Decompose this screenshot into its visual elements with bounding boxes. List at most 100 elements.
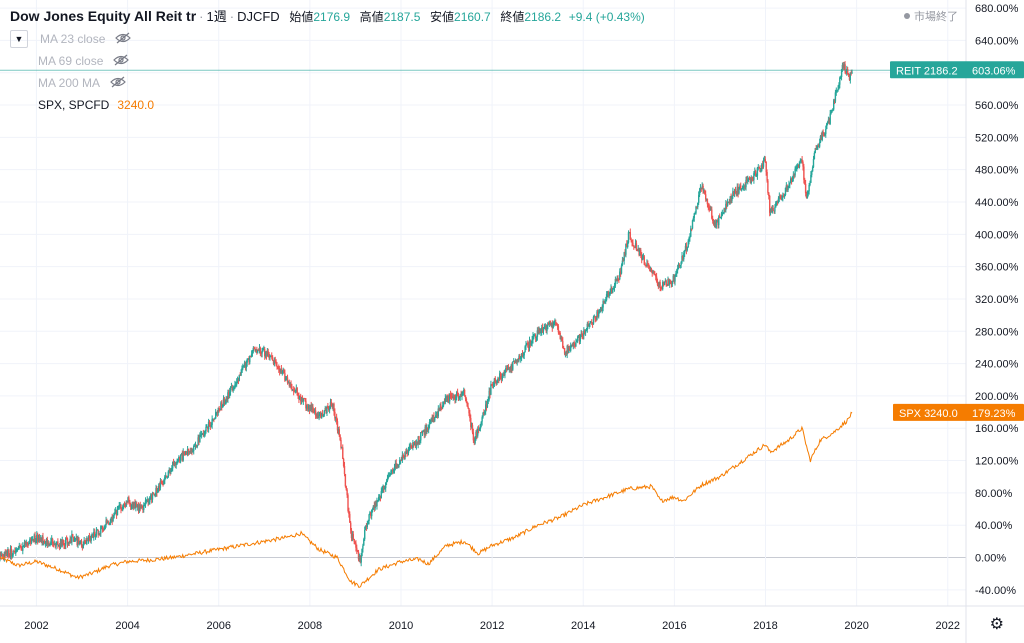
reit-candle — [442, 405, 444, 408]
open-label: 始値 — [289, 10, 314, 24]
reit-candle — [245, 362, 247, 368]
legend-row-spx[interactable]: SPX, SPCFD 3240.0 — [10, 94, 154, 116]
reit-candle — [842, 64, 844, 68]
reit-candle — [196, 445, 198, 448]
reit-candle — [425, 426, 427, 432]
reit-candle — [103, 529, 105, 531]
reit-candle — [33, 535, 35, 542]
reit-candle — [98, 533, 100, 535]
reit-candle — [672, 275, 674, 281]
reit-candle — [296, 388, 298, 395]
hidden-eye-icon[interactable] — [110, 76, 126, 91]
ma23-label[interactable]: MA 23 close — [40, 32, 106, 46]
reit-candle — [830, 112, 832, 114]
y-tick-label: 440.00% — [975, 197, 1019, 209]
reit-candle — [364, 526, 367, 531]
reit-candle — [527, 344, 530, 348]
reit-candle — [649, 267, 652, 269]
x-tick-label: 2014 — [571, 620, 595, 632]
reit-candle — [34, 535, 36, 543]
reit-candle — [792, 174, 795, 179]
svg-text:179.23%: 179.23% — [972, 408, 1016, 420]
hidden-eye-icon[interactable] — [115, 32, 132, 47]
reit-candle — [211, 419, 213, 425]
reit-candle — [367, 521, 369, 524]
ma69-label[interactable]: MA 69 close — [38, 54, 104, 68]
legend-row-ma23[interactable]: ▼ MA 23 close — [10, 28, 154, 50]
reit-candle — [78, 538, 80, 545]
reit-candle — [637, 248, 639, 251]
reit-candle — [80, 540, 82, 544]
reit-candle — [831, 109, 833, 113]
grid — [0, 0, 966, 606]
reit-candle — [747, 178, 750, 180]
reit-candle — [208, 421, 211, 426]
reit-candle — [620, 265, 623, 274]
settings-gear-icon[interactable]: ⚙ — [989, 616, 1004, 633]
reit-candle — [686, 247, 688, 251]
reit-candle — [129, 500, 131, 504]
reit-candle — [9, 549, 12, 557]
reit-candle — [192, 450, 194, 452]
reit-candle — [329, 402, 332, 407]
reit-candle — [254, 348, 256, 351]
reit-candle — [439, 405, 441, 411]
reit-candle — [207, 421, 210, 429]
reit-candle — [554, 322, 556, 324]
reit-candle — [217, 408, 219, 413]
reit-candle — [209, 425, 212, 427]
reit-candle — [843, 64, 845, 68]
reit-candle — [572, 342, 574, 347]
reit-candle — [369, 512, 371, 515]
reit-candle — [219, 409, 221, 411]
reit-candle — [325, 407, 327, 413]
reit-candle — [341, 447, 343, 449]
reit-candle — [465, 398, 468, 403]
reit-candle — [414, 444, 417, 446]
reit-candle — [19, 545, 21, 547]
open-value: 2176.9 — [313, 10, 351, 24]
reit-candle — [683, 250, 686, 254]
reit-candle — [537, 330, 539, 334]
reit-candle — [719, 216, 721, 218]
interval[interactable]: 1週 — [206, 9, 227, 24]
reit-candle — [143, 504, 145, 510]
reit-candle — [725, 203, 727, 210]
reit-candle — [520, 353, 523, 358]
reit-candle — [726, 203, 728, 206]
reit-candle — [566, 346, 568, 355]
reit-candle — [358, 556, 361, 560]
high-label: 高値 — [359, 10, 384, 24]
reit-candle — [43, 540, 45, 544]
reit-candle — [413, 444, 416, 446]
reit-candle — [543, 327, 546, 329]
reit-candle — [480, 421, 482, 425]
collapse-legend-icon[interactable]: ▼ — [10, 30, 28, 48]
reit-candle — [508, 368, 510, 370]
reit-candle — [836, 90, 838, 92]
reit-candle — [312, 406, 314, 412]
reit-candle — [828, 119, 830, 124]
reit-candle — [337, 429, 340, 431]
reit-candle — [557, 326, 560, 333]
reit-candle — [374, 502, 376, 509]
reit-candle — [847, 69, 849, 74]
spx-legend-label[interactable]: SPX, SPCFD — [38, 98, 110, 112]
hidden-eye-icon[interactable] — [113, 54, 130, 69]
reit-candle — [27, 543, 29, 545]
legend-row-ma200[interactable]: MA 200 MA — [10, 72, 154, 94]
symbol-title[interactable]: Dow Jones Equity All Reit tr — [10, 8, 197, 24]
ma200-label[interactable]: MA 200 MA — [38, 76, 101, 90]
reit-candle — [222, 404, 224, 408]
legend-row-ma69[interactable]: MA 69 close — [10, 50, 154, 72]
reit-candle — [821, 131, 823, 140]
reit-candle — [584, 330, 586, 333]
reit-candle — [513, 361, 516, 363]
reit-candle — [308, 407, 311, 411]
reit-candle — [506, 367, 509, 371]
reit-candle — [203, 434, 205, 436]
reit-candle — [824, 134, 826, 135]
reit-candle — [305, 400, 307, 409]
reit-candle — [656, 281, 659, 285]
